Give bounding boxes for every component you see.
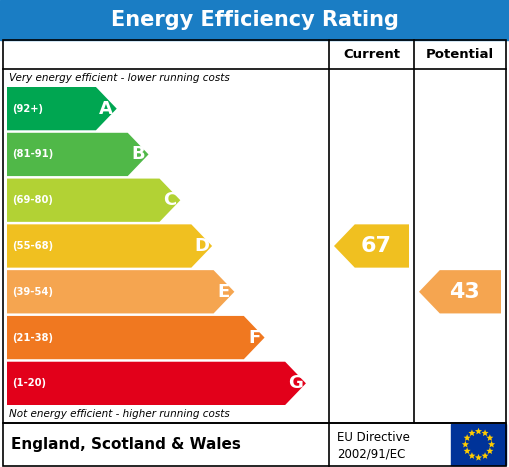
Text: F: F <box>248 329 260 347</box>
Polygon shape <box>482 430 489 436</box>
Text: B: B <box>131 145 145 163</box>
Polygon shape <box>468 452 475 459</box>
Text: (21-38): (21-38) <box>12 333 53 343</box>
Text: A: A <box>99 99 114 118</box>
Text: (81-91): (81-91) <box>12 149 53 159</box>
Bar <box>3 40 506 423</box>
Polygon shape <box>7 362 306 405</box>
Text: 2002/91/EC: 2002/91/EC <box>337 447 405 460</box>
Polygon shape <box>7 224 212 268</box>
Text: (55-68): (55-68) <box>12 241 53 251</box>
Text: EU Directive: EU Directive <box>337 431 410 444</box>
Text: (39-54): (39-54) <box>12 287 53 297</box>
Text: England, Scotland & Wales: England, Scotland & Wales <box>11 438 241 453</box>
Text: D: D <box>194 237 209 255</box>
Text: Current: Current <box>343 48 400 61</box>
Polygon shape <box>334 224 409 268</box>
Text: G: G <box>288 375 303 392</box>
Text: 67: 67 <box>360 236 391 256</box>
Polygon shape <box>488 441 495 447</box>
Polygon shape <box>7 316 265 359</box>
Text: (92+): (92+) <box>12 104 43 113</box>
Polygon shape <box>7 133 149 176</box>
Polygon shape <box>487 434 493 441</box>
Text: 43: 43 <box>449 282 479 302</box>
Text: E: E <box>218 283 230 301</box>
Polygon shape <box>7 270 234 313</box>
Polygon shape <box>482 452 489 459</box>
Text: Potential: Potential <box>426 48 494 61</box>
Text: (1-20): (1-20) <box>12 378 46 389</box>
Text: Energy Efficiency Rating: Energy Efficiency Rating <box>110 10 399 30</box>
Text: C: C <box>163 191 177 209</box>
Bar <box>451 424 506 465</box>
Polygon shape <box>419 270 501 313</box>
Bar <box>3 423 506 466</box>
Polygon shape <box>468 430 475 436</box>
Polygon shape <box>462 441 469 447</box>
Bar <box>0 0 509 40</box>
Polygon shape <box>464 434 471 441</box>
Polygon shape <box>464 447 471 454</box>
Text: Very energy efficient - lower running costs: Very energy efficient - lower running co… <box>9 73 230 83</box>
Text: Not energy efficient - higher running costs: Not energy efficient - higher running co… <box>9 409 230 419</box>
Polygon shape <box>7 178 180 222</box>
Polygon shape <box>7 87 117 130</box>
Polygon shape <box>487 447 493 454</box>
Text: (69-80): (69-80) <box>12 195 53 205</box>
Bar <box>0 423 509 467</box>
Polygon shape <box>475 428 482 434</box>
Polygon shape <box>475 454 482 460</box>
